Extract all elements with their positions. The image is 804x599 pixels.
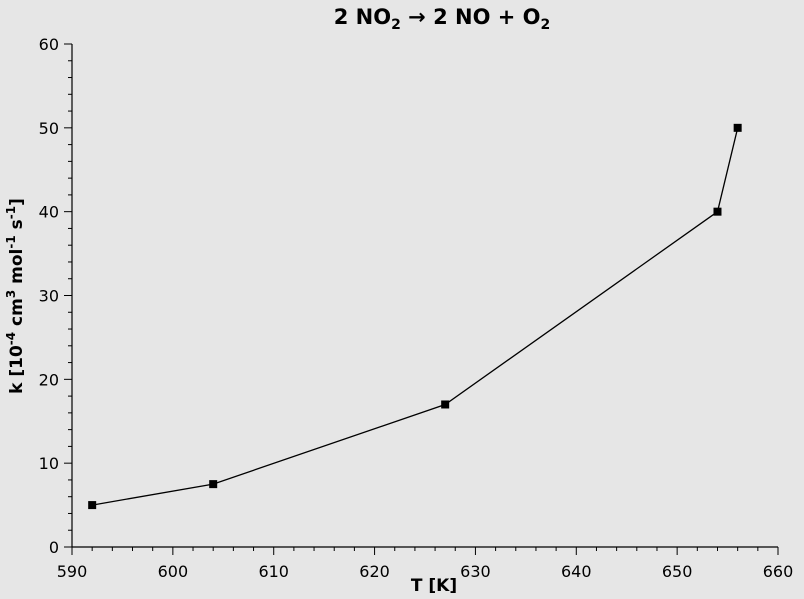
chart-title: 2 NO2 → 2 NO + O2 — [334, 5, 551, 33]
y-tick-label: 40 — [39, 203, 59, 222]
x-tick-label: 630 — [460, 562, 491, 581]
y-tick-label: 10 — [39, 454, 59, 473]
data-point — [88, 501, 97, 510]
plot-area: 590 600 610 620 630 640 650 660 0 10 20 30 40 50 60 — [39, 35, 794, 581]
x-tick-label: 600 — [158, 562, 189, 581]
x-axis-label: T [K] — [411, 576, 457, 596]
y-tick-label: 60 — [39, 35, 59, 54]
x-tick-label: 590 — [57, 562, 88, 581]
x-tick-label: 660 — [763, 562, 794, 581]
series-line — [92, 127, 739, 506]
data-point — [209, 480, 218, 489]
y-tick-label: 20 — [39, 370, 59, 389]
y-axis-label: k [10-4 cm3 mol-1 s-1] — [4, 198, 27, 394]
data-point — [733, 123, 742, 132]
x-tick-label: 650 — [662, 562, 693, 581]
x-tick-label: 610 — [258, 562, 289, 581]
x-tick-label: 620 — [359, 562, 390, 581]
x-tick-label: 640 — [561, 562, 592, 581]
y-tick-label: 0 — [49, 538, 59, 557]
y-tick-label: 30 — [39, 287, 59, 306]
data-point — [713, 207, 722, 216]
y-tick-label: 50 — [39, 119, 59, 138]
data-point — [441, 400, 450, 409]
